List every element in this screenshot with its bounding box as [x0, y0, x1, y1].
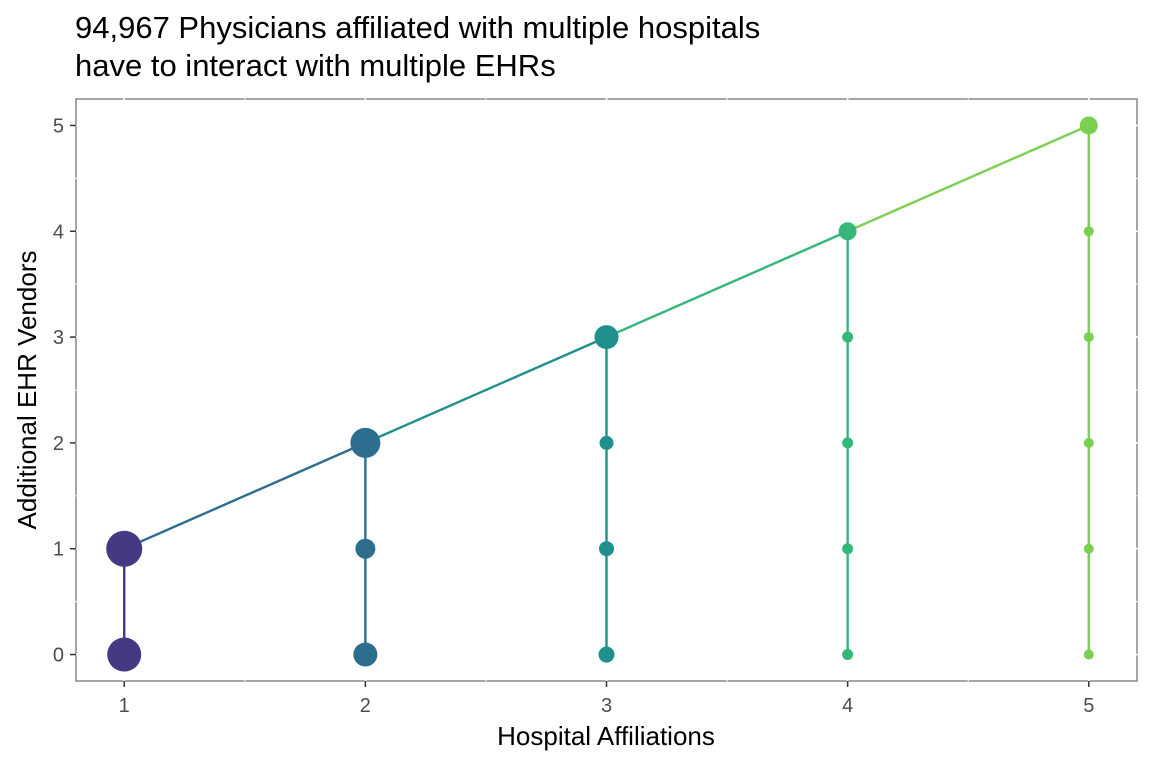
data-point: [355, 538, 376, 559]
data-point: [594, 325, 619, 350]
data-point: [1083, 437, 1094, 448]
data-point: [598, 646, 615, 663]
x-axis: 1 2 3 4 5: [119, 681, 1094, 717]
data-point: [838, 222, 857, 241]
x-tick-label: 2: [360, 695, 371, 717]
y-tick-label: 1: [53, 539, 64, 561]
data-point: [353, 642, 378, 667]
data-point: [106, 530, 143, 567]
data-point: [1083, 332, 1094, 343]
data-point: [599, 435, 614, 450]
data-point: [842, 649, 854, 661]
y-tick-label: 4: [53, 221, 64, 243]
x-tick-label: 4: [842, 695, 853, 717]
data-point: [107, 637, 142, 672]
chart-title-line-2: have to interact with multiple EHRs: [75, 48, 556, 83]
data-marks: [106, 116, 1098, 672]
data-point: [842, 543, 854, 555]
diagonal-segment: [847, 124, 1090, 233]
diagonal-segment: [123, 441, 366, 550]
y-tick-label: 3: [53, 327, 64, 349]
y-axis: 0 1 2 3 4 5: [53, 115, 76, 667]
y-tick-label: 5: [53, 115, 64, 137]
data-point: [842, 331, 854, 343]
x-tick-label: 5: [1083, 695, 1094, 717]
data-point: [842, 437, 854, 449]
y-tick-label: 2: [53, 433, 64, 455]
data-point: [1083, 543, 1094, 554]
data-point: [1083, 226, 1094, 237]
chart-title-line-1: 94,967 Physicians affiliated with multip…: [75, 10, 760, 45]
data-point: [1083, 649, 1094, 660]
y-axis-title: Additional EHR Vendors: [12, 251, 42, 530]
x-tick-label: 1: [119, 695, 130, 717]
x-axis-title: Hospital Affiliations: [497, 721, 715, 751]
x-tick-label: 3: [601, 695, 612, 717]
y-tick-label: 0: [53, 645, 64, 667]
data-point: [1079, 116, 1098, 135]
data-point: [350, 427, 381, 458]
diagonal-segment: [606, 230, 849, 339]
data-point: [599, 541, 614, 557]
diagonal-segment: [364, 335, 607, 445]
